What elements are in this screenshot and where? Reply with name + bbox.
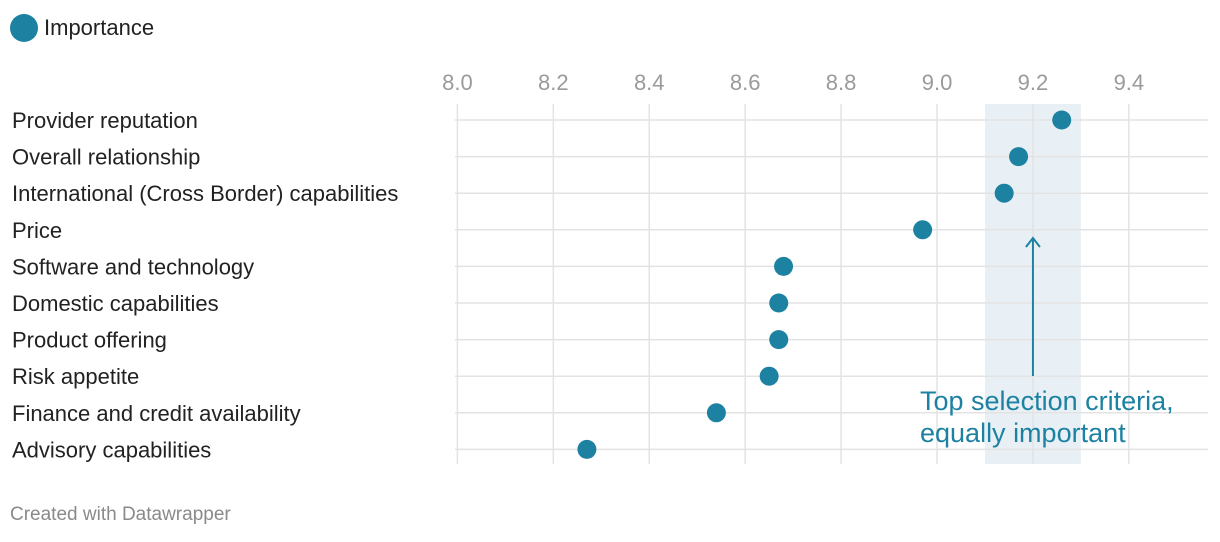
category-label: Finance and credit availability (12, 401, 301, 426)
category-label: Product offering (12, 328, 167, 353)
data-point (913, 220, 933, 240)
legend-marker (10, 14, 38, 42)
x-tick-label: 9.2 (1018, 70, 1049, 95)
category-label: Provider reputation (12, 108, 198, 133)
footer-credit: Created with Datawrapper (10, 504, 231, 525)
data-point (994, 183, 1014, 203)
legend-label: Importance (44, 15, 155, 40)
annotation-text-line: Top selection criteria, (920, 386, 1174, 416)
x-tick-label: 8.4 (634, 70, 665, 95)
category-label: Advisory capabilities (12, 437, 211, 462)
annotation-text-line: equally important (920, 418, 1126, 448)
data-point (769, 293, 789, 313)
annotation-arrow-head (1025, 236, 1041, 248)
category-label: Price (12, 218, 62, 243)
data-point (759, 366, 779, 386)
data-point (769, 330, 789, 350)
x-tick-labels: 8.0 8.2 8.4 8.6 8.8 9.0 9.2 9.4 (442, 70, 1144, 95)
data-point (577, 439, 597, 459)
category-label: Risk appetite (12, 364, 139, 389)
data-points (577, 110, 1072, 459)
category-label: Software and technology (12, 254, 254, 279)
x-tick-label: 9.4 (1114, 70, 1145, 95)
category-labels: Provider reputation Overall relationship I… (12, 108, 398, 462)
category-label: Domestic capabilities (12, 291, 219, 316)
data-point (1052, 110, 1072, 130)
x-tick-label: 8.6 (730, 70, 761, 95)
legend: Importance (10, 14, 154, 42)
x-tick-label: 8.0 (442, 70, 473, 95)
data-point (1009, 147, 1029, 167)
data-point (774, 256, 794, 276)
data-point (706, 403, 726, 423)
x-tick-label: 8.8 (826, 70, 857, 95)
dot-plot: 8.0 8.2 8.4 8.6 8.8 9.0 9.2 9.4 Provider reputa… (12, 70, 1208, 464)
annotation: Top selection criteria,equally important (920, 236, 1174, 448)
x-tick-label: 9.0 (922, 70, 953, 95)
category-label: Overall relationship (12, 145, 200, 170)
category-label: International (Cross Border) capabilitie… (12, 181, 398, 206)
x-tick-label: 8.2 (538, 70, 569, 95)
